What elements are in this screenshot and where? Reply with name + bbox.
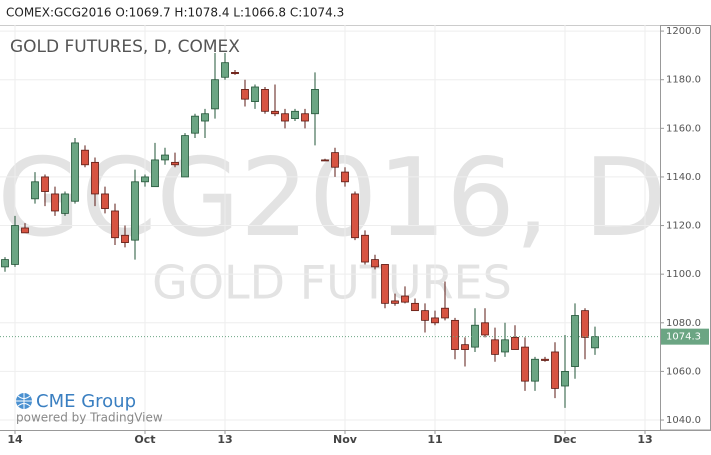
candle-body xyxy=(291,110,299,119)
y-tick-label: 1060.0 xyxy=(666,366,701,377)
y-tick-label: 1040.0 xyxy=(666,415,701,426)
candle-body xyxy=(61,193,69,214)
header-text: COMEX:GCG2016 O:1069.7 H:1078.4 L:1066.8… xyxy=(6,6,344,20)
candle-body xyxy=(311,89,319,115)
last-price-tag xyxy=(661,328,709,345)
candle-body xyxy=(481,322,489,336)
candle-body xyxy=(181,135,189,178)
y-tick-label: 1080.0 xyxy=(666,318,701,329)
candle-body xyxy=(201,113,209,122)
y-tick-label: 1120.0 xyxy=(666,221,701,232)
candle-body xyxy=(161,154,169,161)
candle-body xyxy=(511,336,519,350)
candle-body xyxy=(401,295,409,303)
candle-body xyxy=(331,152,339,168)
candle-body xyxy=(81,149,89,166)
candle-body xyxy=(91,161,99,195)
candle-body xyxy=(531,358,539,382)
candle-body xyxy=(271,110,279,115)
candle-body xyxy=(251,86,259,102)
x-tick-label: Nov xyxy=(333,433,358,446)
candle-body xyxy=(321,159,329,162)
candle-body xyxy=(171,161,179,166)
candle-body xyxy=(391,300,399,304)
x-tick-label: Dec xyxy=(553,433,576,446)
candle-body xyxy=(111,210,119,239)
candle-body xyxy=(571,315,579,367)
candle-body xyxy=(431,317,439,324)
candle-body xyxy=(41,176,49,192)
candle-body xyxy=(71,142,79,202)
x-tick-label: 14 xyxy=(7,433,23,446)
candle-body xyxy=(411,302,419,312)
x-tick-label: Oct xyxy=(134,433,155,446)
candle-body xyxy=(551,351,559,389)
candle-body xyxy=(341,171,349,183)
logo-tagline: powered by TradingView xyxy=(16,411,163,425)
candle-body xyxy=(151,159,159,188)
candle-body xyxy=(581,310,589,338)
candle-body xyxy=(131,181,139,241)
y-tick-label: 1200.0 xyxy=(666,26,701,37)
candle-body xyxy=(191,115,199,134)
x-tick-label: 13 xyxy=(217,433,232,446)
candle-body xyxy=(211,79,219,110)
y-tick-label: 1180.0 xyxy=(666,75,701,86)
candle-body xyxy=(221,62,229,78)
candle-body xyxy=(351,193,359,239)
chart-title: GOLD FUTURES, D, COMEX xyxy=(10,37,240,57)
candle-body xyxy=(141,176,149,183)
candle-body xyxy=(541,358,549,361)
candle-body xyxy=(301,113,309,122)
candle-body xyxy=(361,234,369,263)
candle-body xyxy=(591,336,599,349)
candle-body xyxy=(241,89,249,100)
candle-body xyxy=(51,193,59,212)
logo-name: CME Group xyxy=(36,391,136,412)
candle-body xyxy=(31,181,39,200)
x-tick-label: 13 xyxy=(637,433,652,446)
candle-body xyxy=(231,72,239,75)
candle-body xyxy=(371,259,379,268)
candle-body xyxy=(561,371,569,387)
candle-body xyxy=(1,259,9,268)
candle-body xyxy=(421,310,429,321)
candle-body xyxy=(21,227,29,234)
logo: CME Group powered by TradingView xyxy=(16,391,163,425)
candle-body xyxy=(11,225,19,265)
last-price-label: 1074.3 xyxy=(666,332,701,343)
candle-body xyxy=(101,193,109,209)
candle-body xyxy=(441,307,449,319)
candle-body xyxy=(491,339,499,355)
y-tick-label: 1100.0 xyxy=(666,269,701,280)
y-tick-label: 1140.0 xyxy=(666,172,701,183)
candle-body xyxy=(281,113,289,122)
candle-body xyxy=(381,264,389,304)
candle-body xyxy=(501,339,509,353)
candle-body xyxy=(121,234,129,243)
watermark-name: GOLD FUTURES xyxy=(152,256,512,310)
candle-body xyxy=(461,344,469,350)
candle-body xyxy=(261,89,269,112)
candle-body xyxy=(521,346,529,382)
logo-globe-lines xyxy=(16,393,32,409)
candle-body xyxy=(451,319,459,350)
x-tick-label: 11 xyxy=(427,433,442,446)
y-tick-label: 1160.0 xyxy=(666,123,701,134)
